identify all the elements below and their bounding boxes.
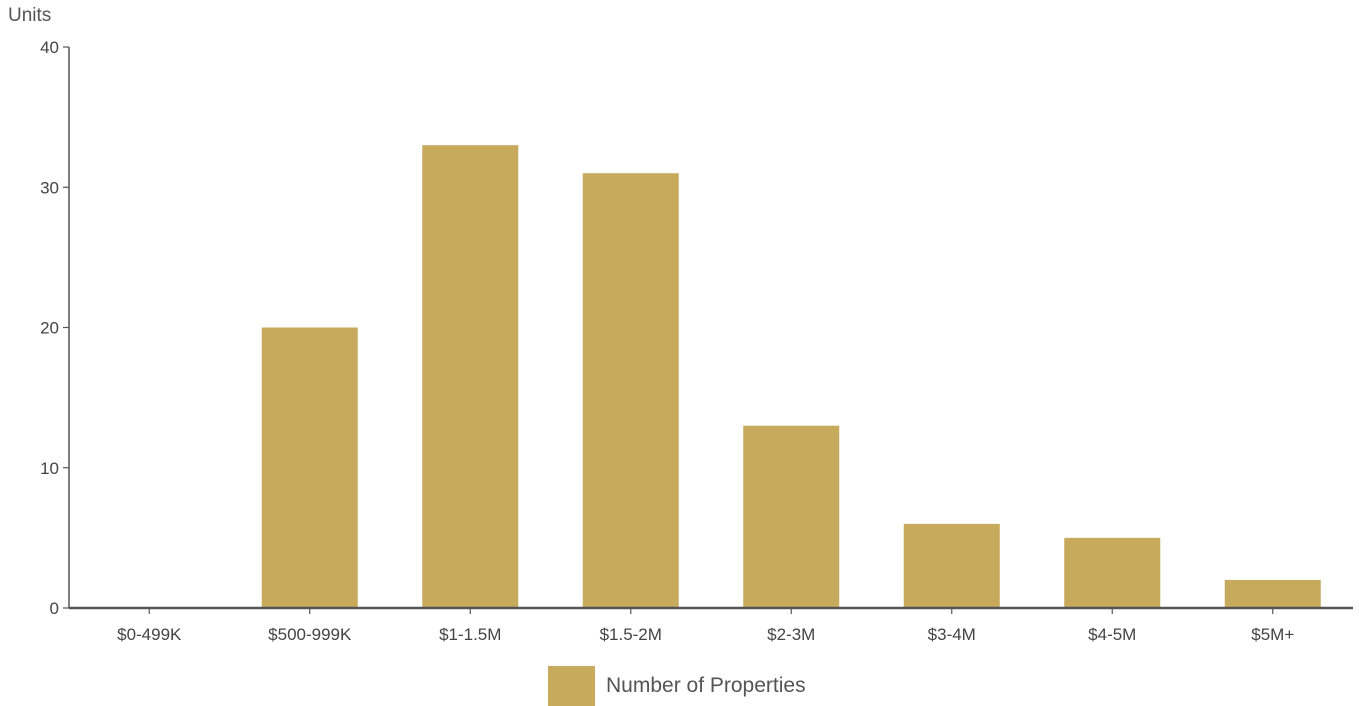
y-tick-label-20: 20 — [40, 319, 59, 338]
bar-3 — [582, 173, 679, 608]
bar-2 — [422, 145, 519, 609]
y-tick-label-10: 10 — [40, 459, 59, 478]
bar-4 — [743, 425, 840, 608]
bar-7 — [1224, 579, 1321, 608]
bars-group — [261, 145, 1321, 609]
bar-5 — [903, 523, 1000, 608]
x-axis-ticks: $0-499K $500-999K $1-1.5M $1.5-2M $2-3M $3-4M… — [117, 608, 1294, 644]
legend-swatch — [548, 666, 595, 706]
x-tick-label-5: $3-4M — [928, 625, 976, 644]
y-tick-label-40: 40 — [40, 38, 59, 57]
y-tick-label-0: 0 — [50, 599, 59, 618]
x-tick-label-0: $0-499K — [117, 625, 182, 644]
legend: Number of Properties — [548, 666, 806, 706]
legend-label: Number of Properties — [606, 674, 806, 697]
x-tick-label-2: $1-1.5M — [439, 625, 501, 644]
y-tick-label-30: 30 — [40, 178, 59, 197]
x-tick-label-1: $500-999K — [268, 625, 352, 644]
bar-6 — [1064, 537, 1161, 608]
x-tick-label-3: $1.5-2M — [600, 625, 662, 644]
x-tick-label-6: $4-5M — [1088, 625, 1136, 644]
x-tick-label-4: $2-3M — [767, 625, 815, 644]
bar-1 — [261, 327, 358, 608]
x-tick-label-7: $5M+ — [1251, 625, 1294, 644]
y-axis-ticks: 0 10 20 30 40 — [40, 38, 69, 618]
y-axis-label: Units — [8, 5, 52, 26]
